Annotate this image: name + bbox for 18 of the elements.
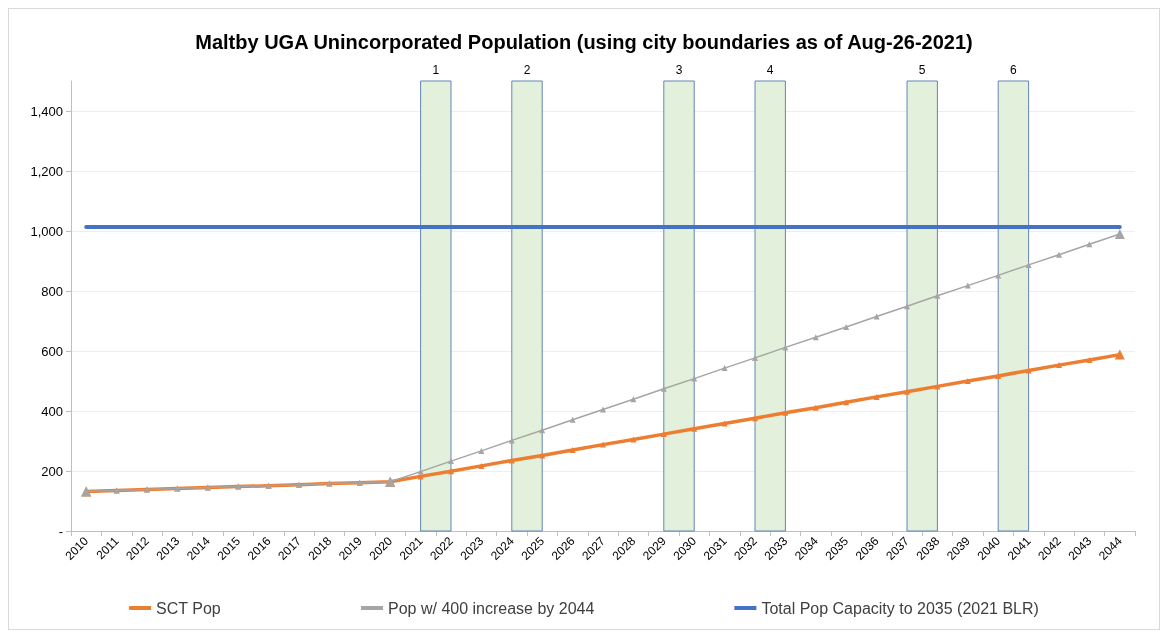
band-label: 2 bbox=[523, 62, 531, 77]
y-tick-label: 1,200 bbox=[30, 163, 63, 179]
y-tick-label: 800 bbox=[41, 283, 63, 299]
legend-label: SCT Pop bbox=[156, 599, 221, 617]
chart-title: Maltby UGA Unincorporated Population (using city boundaries as of Aug-26-2021) bbox=[195, 31, 973, 53]
band-label: 3 bbox=[675, 62, 683, 77]
legend-label: Total Pop Capacity to 2035 (2021 BLR) bbox=[761, 599, 1039, 617]
legend-label: Pop w/ 400 increase by 2044 bbox=[388, 599, 595, 617]
y-tick-label: 1,400 bbox=[30, 103, 63, 119]
y-tick-label: 200 bbox=[41, 463, 63, 479]
y-tick-label: 1,000 bbox=[30, 223, 63, 239]
band-label: 1 bbox=[432, 62, 440, 77]
band-label: 5 bbox=[918, 62, 926, 77]
y-tick-label: - bbox=[58, 523, 63, 539]
band-label: 4 bbox=[766, 62, 774, 77]
y-tick-label: 600 bbox=[41, 343, 63, 359]
band-label: 6 bbox=[1010, 62, 1018, 77]
y-tick-label: 400 bbox=[41, 403, 63, 419]
